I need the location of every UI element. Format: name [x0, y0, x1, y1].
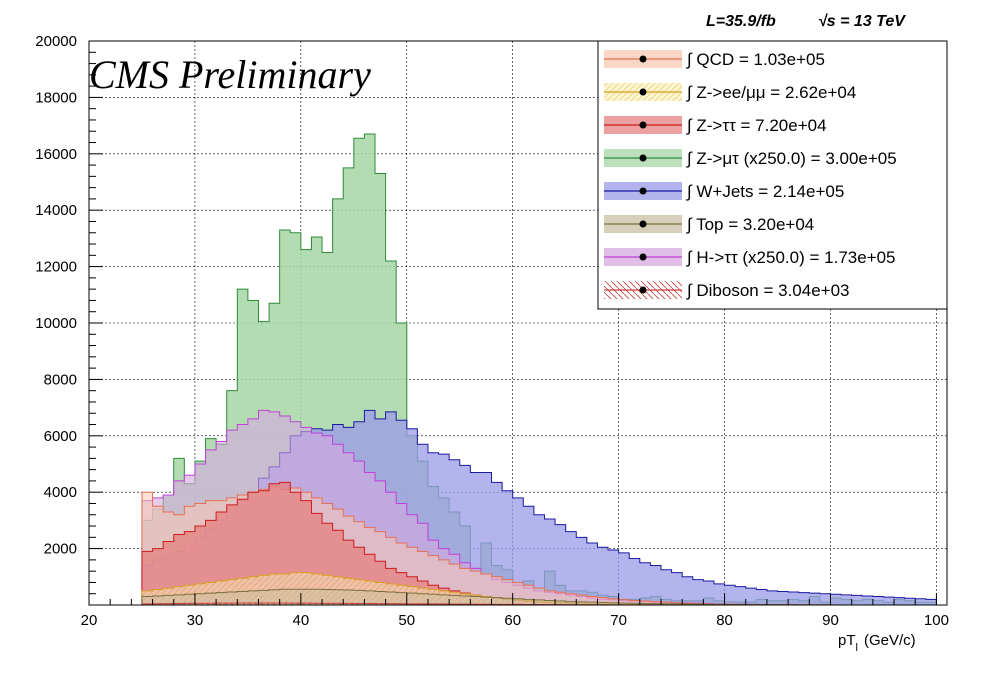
- legend-marker: [639, 88, 647, 96]
- legend-marker: [639, 154, 647, 162]
- legend-entry: ∫ Z->ee/μμ = 2.62e+04: [604, 83, 856, 102]
- legend-marker: [639, 187, 647, 195]
- legend-marker: [639, 220, 647, 228]
- legend-label: ∫ H->ττ (x250.0) = 1.73e+05: [686, 248, 896, 267]
- y-tick-label: 6000: [44, 428, 77, 445]
- legend-marker: [639, 55, 647, 63]
- legend-label: ∫ QCD = 1.03e+05: [686, 50, 825, 69]
- legend-label: ∫ Diboson = 3.04e+03: [686, 281, 850, 300]
- legend-label: ∫ W+Jets = 2.14e+05: [686, 182, 844, 201]
- y-tick-label: 2000: [44, 541, 77, 558]
- x-tick-label: 80: [716, 612, 733, 629]
- y-tick-label: 20000: [35, 33, 77, 50]
- x-tick-label: 50: [398, 612, 415, 629]
- legend-label: ∫ Z->ττ = 7.20e+04: [686, 116, 827, 135]
- legend-entry: ∫ Z->ττ = 7.20e+04: [604, 116, 827, 135]
- x-tick-label: 70: [610, 612, 627, 629]
- y-tick-label: 16000: [35, 146, 77, 163]
- legend-label: ∫ Z->ee/μμ = 2.62e+04: [686, 83, 856, 102]
- x-tick-label: 60: [504, 612, 521, 629]
- y-tick-label: 8000: [44, 371, 77, 388]
- histogram-series: [89, 133, 947, 606]
- legend-marker: [639, 253, 647, 261]
- x-tick-label: 30: [187, 612, 204, 629]
- legend-entry: ∫ H->ττ (x250.0) = 1.73e+05: [604, 248, 896, 267]
- axes: 20 30 40 50 60 70 80 90 100 2000 4000 6000 8000 10000…: [35, 33, 949, 629]
- x-tick-label: 100: [924, 612, 949, 629]
- energy-label: √s = 13 TeV: [818, 13, 906, 30]
- x-tick-label: 20: [81, 612, 98, 629]
- lumi-label: L=35.9/fb: [706, 13, 776, 30]
- legend-entry: ∫ QCD = 1.03e+05: [604, 50, 825, 69]
- y-tick-label: 10000: [35, 315, 77, 332]
- legend-label: ∫ Z->μτ (x250.0) = 3.00e+05: [686, 149, 897, 168]
- y-tick-label: 18000: [35, 89, 77, 106]
- legend-box: [597, 40, 948, 310]
- legend-marker: [639, 121, 647, 129]
- legend-entry: ∫ W+Jets = 2.14e+05: [604, 182, 844, 201]
- legend-entry: ∫ Top = 3.20e+04: [604, 215, 814, 234]
- legend-entry: ∫ Diboson = 3.04e+03: [604, 281, 850, 300]
- y-tick-label: 14000: [35, 202, 77, 219]
- legend: ∫ QCD = 1.03e+05 ∫ Z->ee/μμ = 2.62e+04 ∫ Z…: [597, 40, 948, 310]
- x-tick-label: 90: [822, 612, 839, 629]
- legend-marker: [639, 286, 647, 294]
- legend-entry: ∫ Z->μτ (x250.0) = 3.00e+05: [604, 149, 897, 168]
- y-tick-label: 4000: [44, 484, 77, 501]
- x-tick-label: 40: [293, 612, 310, 629]
- y-tick-label: 12000: [35, 259, 77, 276]
- cms-preliminary-label: CMS Preliminary: [89, 52, 371, 97]
- x-axis-label: pTl (GeV/c): [838, 632, 916, 654]
- x-axis-label-subscript: l: [856, 642, 858, 654]
- legend-label: ∫ Top = 3.20e+04: [686, 215, 814, 234]
